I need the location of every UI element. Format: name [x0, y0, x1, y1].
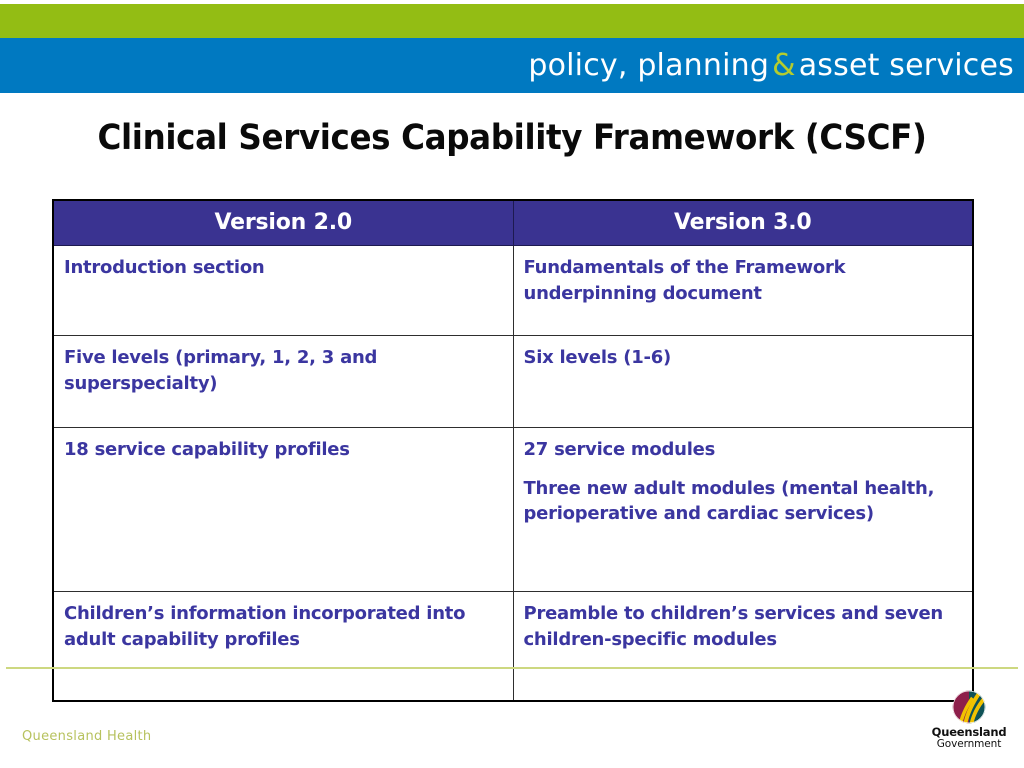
- cell-version2: Five levels (primary, 1, 2, 3 and supers…: [52, 335, 514, 428]
- cell-version2: 18 service capability profiles: [52, 427, 514, 592]
- footer-divider-line: [6, 667, 1018, 669]
- table-row: Introduction section Fundamentals of the…: [52, 245, 974, 336]
- cell-version2: Introduction section: [52, 245, 514, 336]
- column-header-version-3: Version 3.0: [512, 199, 974, 246]
- tagline-ampersand: &: [772, 48, 796, 83]
- column-header-version-2: Version 2.0: [52, 199, 514, 246]
- cell-version2: Children’s information incorporated into…: [52, 591, 514, 702]
- tagline-text-part1: policy, planning: [528, 48, 770, 83]
- table-row: Children’s information incorporated into…: [52, 591, 974, 702]
- cell-paragraph: Six levels (1-6): [523, 347, 672, 368]
- cell-paragraph: Fundamentals of the Framework underpinni…: [523, 257, 846, 304]
- cell-version3: Preamble to children’s services and seve…: [512, 591, 974, 702]
- cell-version3: 27 service modules Three new adult modul…: [512, 427, 974, 592]
- header-green-band: [0, 4, 1024, 38]
- logo-government-text: Government: [936, 737, 1002, 750]
- cscf-comparison-table: Version 2.0 Version 3.0 Introduction sec…: [52, 199, 974, 702]
- queensland-government-logo: Queensland Government: [930, 690, 1008, 754]
- table-row: Five levels (primary, 1, 2, 3 and supers…: [52, 335, 974, 428]
- cell-paragraph: Children’s information incorporated into…: [64, 603, 466, 650]
- page-title: Clinical Services Capability Framework (…: [97, 118, 927, 158]
- cell-paragraph: 18 service capability profiles: [64, 439, 350, 460]
- logo-queensland-text: Queensland: [931, 725, 1007, 739]
- table-header-row: Version 2.0 Version 3.0: [52, 199, 974, 246]
- table-row: 18 service capability profiles 27 servic…: [52, 427, 974, 592]
- cell-version3: Fundamentals of the Framework underpinni…: [512, 245, 974, 336]
- queensland-health-wordmark: Queensland Health: [22, 729, 152, 744]
- cell-paragraph: Three new adult modules (mental health, …: [523, 477, 935, 525]
- header-blue-band: [0, 38, 1024, 93]
- cell-paragraph: Five levels (primary, 1, 2, 3 and supers…: [64, 347, 378, 394]
- cell-paragraph: 27 service modules: [523, 439, 716, 460]
- tagline-text-part2: asset services: [798, 48, 1014, 83]
- cell-paragraph: Introduction section: [64, 257, 265, 278]
- cscf-comparison-table-container: Version 2.0 Version 3.0 Introduction sec…: [52, 199, 974, 702]
- cell-version3: Six levels (1-6): [512, 335, 974, 428]
- header-tagline: policy, planning & asset services: [528, 38, 1014, 93]
- cell-paragraph: Preamble to children’s services and seve…: [523, 603, 944, 650]
- queensland-government-badge-icon: [952, 690, 986, 724]
